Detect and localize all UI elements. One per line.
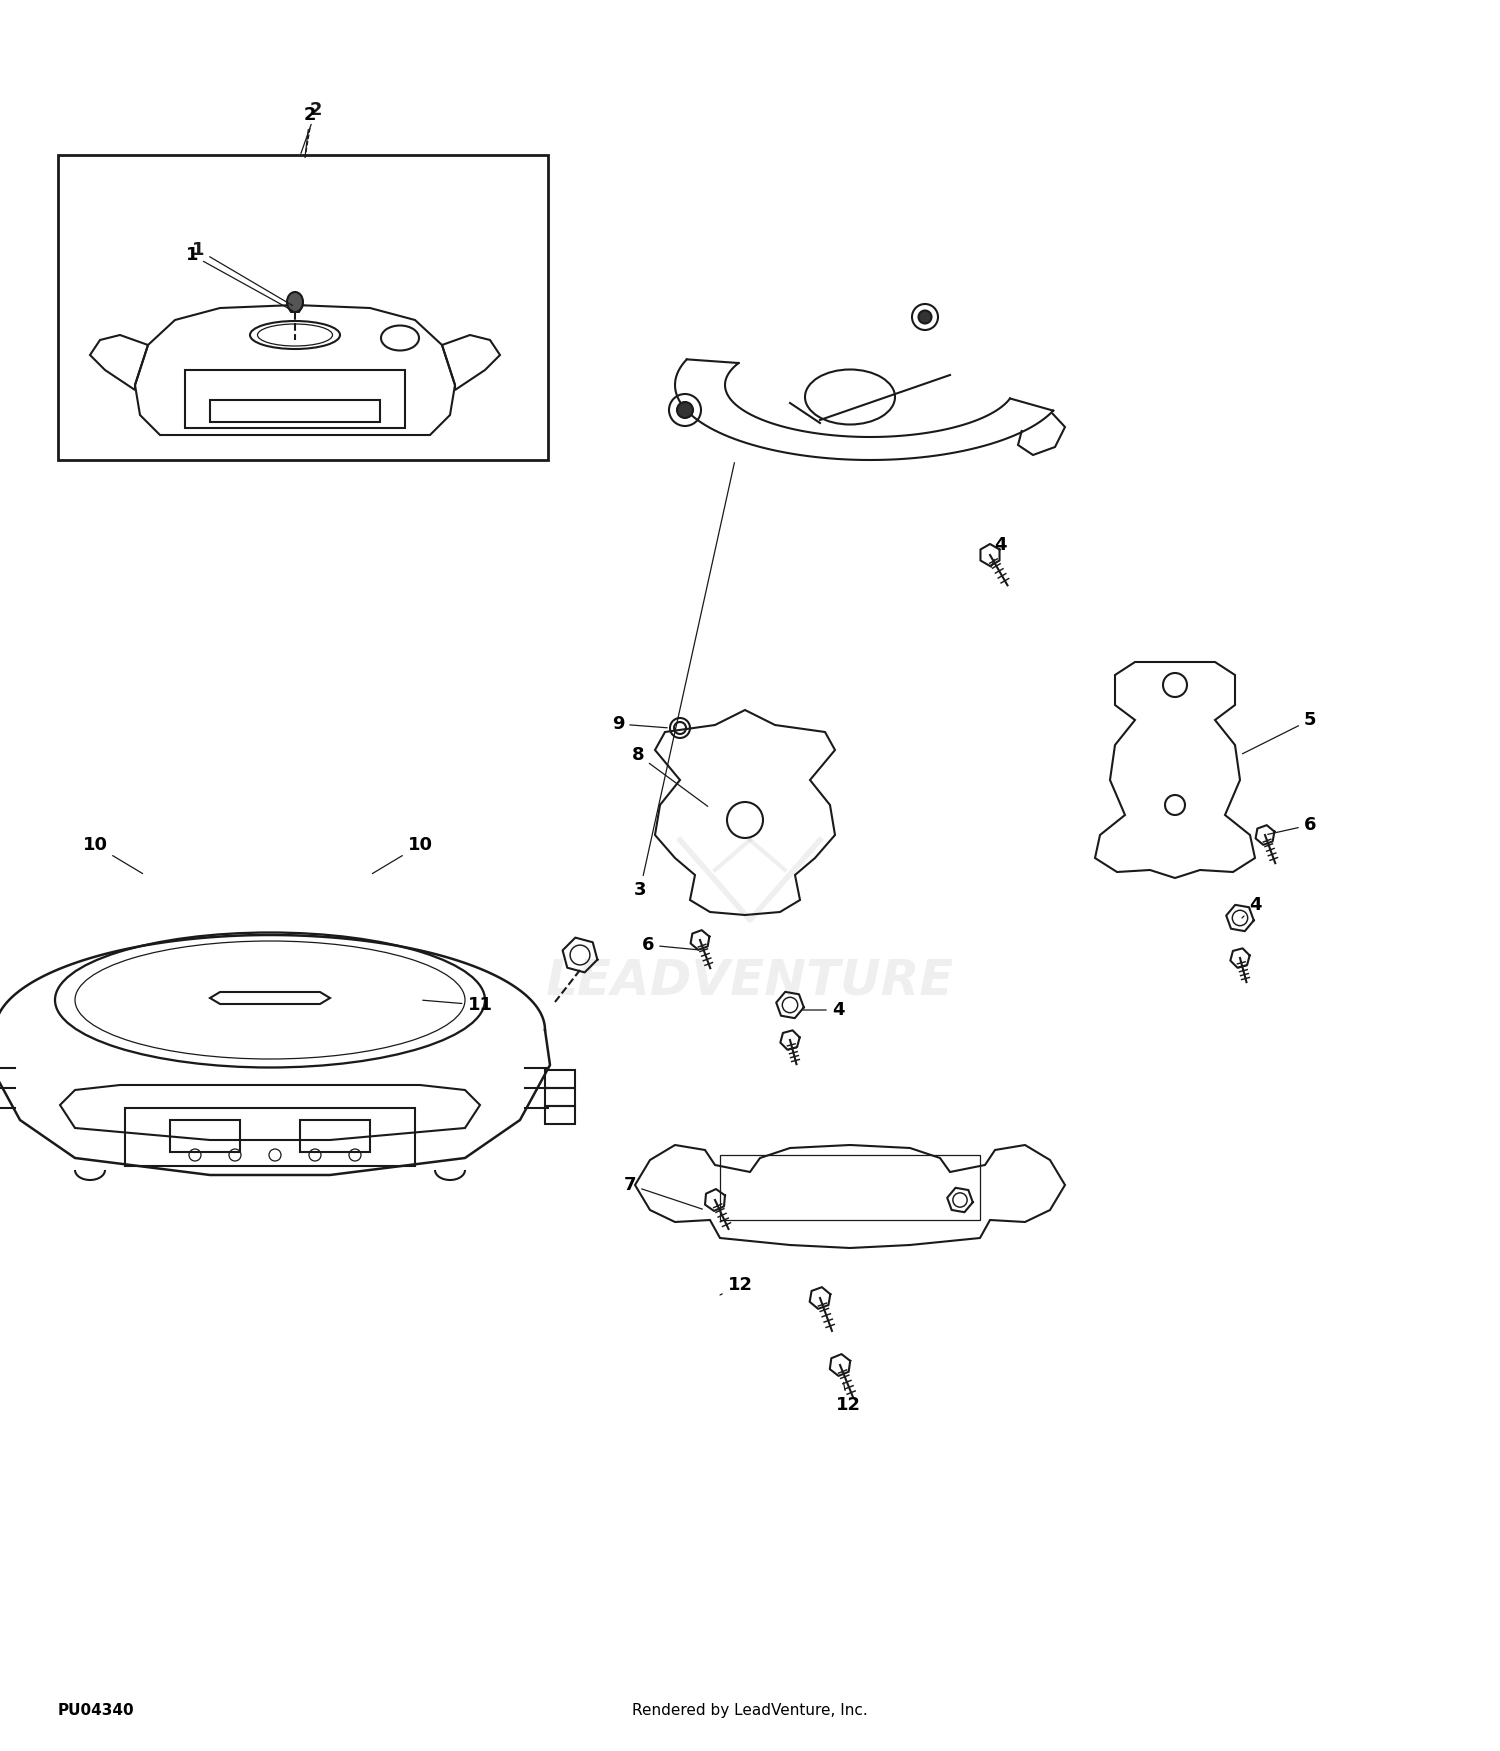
Text: 12: 12 bbox=[836, 1383, 861, 1415]
Polygon shape bbox=[286, 298, 303, 312]
Text: 2: 2 bbox=[302, 102, 322, 154]
Text: 10: 10 bbox=[372, 835, 432, 874]
Text: 6: 6 bbox=[1268, 816, 1317, 835]
Text: 9: 9 bbox=[612, 714, 668, 734]
Bar bbox=[210, 399, 380, 422]
Bar bbox=[720, 1156, 980, 1220]
Text: 8: 8 bbox=[632, 746, 708, 807]
Bar bbox=[124, 1108, 416, 1166]
Text: 4: 4 bbox=[802, 1002, 844, 1019]
Ellipse shape bbox=[676, 403, 693, 418]
Bar bbox=[184, 369, 405, 427]
Ellipse shape bbox=[918, 310, 932, 324]
Text: Rendered by LeadVenture, Inc.: Rendered by LeadVenture, Inc. bbox=[632, 1702, 868, 1718]
Text: 10: 10 bbox=[82, 835, 142, 874]
Text: 6: 6 bbox=[642, 937, 698, 954]
Text: 12: 12 bbox=[720, 1276, 753, 1296]
Text: 3: 3 bbox=[633, 462, 735, 898]
Text: 11: 11 bbox=[423, 996, 492, 1014]
Bar bbox=[300, 1121, 370, 1152]
Bar bbox=[544, 1070, 574, 1087]
Text: 5: 5 bbox=[1242, 711, 1317, 753]
Text: 4: 4 bbox=[992, 536, 1006, 567]
Text: 1: 1 bbox=[186, 245, 292, 310]
Text: PU04340: PU04340 bbox=[58, 1702, 135, 1718]
Text: 7: 7 bbox=[624, 1177, 702, 1210]
Bar bbox=[544, 1087, 574, 1107]
Ellipse shape bbox=[286, 292, 303, 312]
Text: LEADVENTURE: LEADVENTURE bbox=[546, 956, 954, 1003]
Bar bbox=[544, 1107, 574, 1124]
Text: 1: 1 bbox=[192, 242, 292, 306]
Text: 2: 2 bbox=[303, 107, 316, 154]
Bar bbox=[170, 1121, 240, 1152]
Text: 4: 4 bbox=[1242, 897, 1262, 918]
Bar bbox=[58, 156, 548, 461]
